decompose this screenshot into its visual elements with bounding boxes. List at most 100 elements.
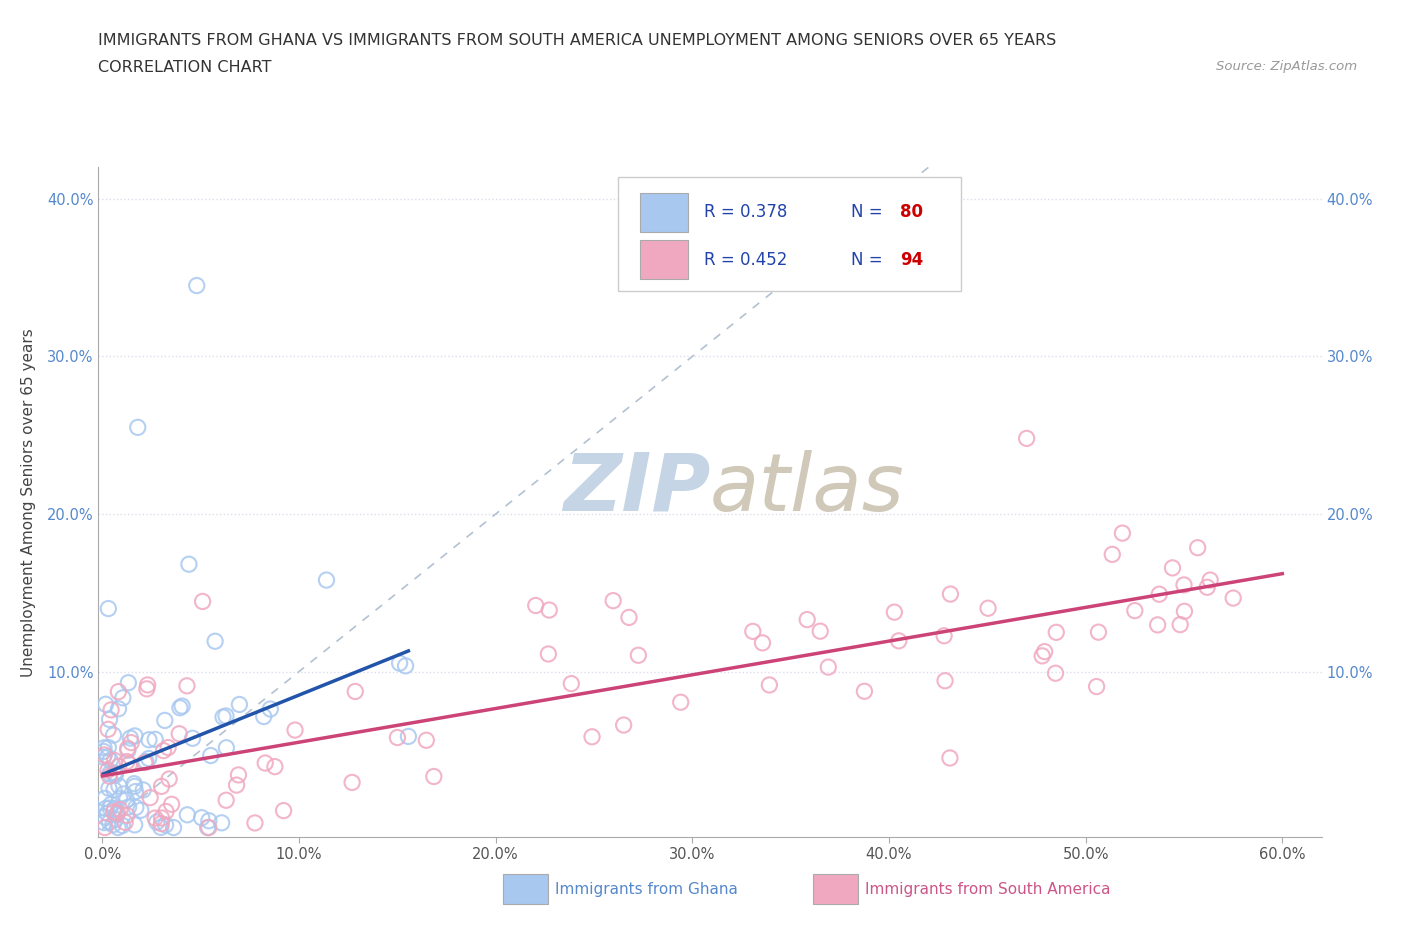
Point [1111, 525, 1133, 540]
Text: Source: ZipAtlas.com: Source: ZipAtlas.com [1216, 60, 1357, 73]
Y-axis label: Unemployment Among Seniors over 65 years: Unemployment Among Seniors over 65 years [21, 328, 35, 677]
Text: Immigrants from South America: Immigrants from South America [865, 882, 1111, 897]
Point [107, 805, 129, 820]
Point [176, 678, 198, 693]
Point [93, 816, 115, 830]
Point [122, 777, 145, 791]
Point [415, 733, 437, 748]
Point [98, 815, 121, 830]
Point [100, 702, 122, 717]
Point [93, 809, 115, 824]
Text: CORRELATION CHART: CORRELATION CHART [98, 60, 271, 75]
Point [387, 730, 409, 745]
Point [138, 732, 160, 747]
FancyBboxPatch shape [619, 178, 960, 291]
Point [135, 682, 157, 697]
Point [254, 755, 277, 770]
Point [152, 743, 174, 758]
Point [1045, 666, 1067, 681]
Point [225, 777, 247, 792]
Point [136, 677, 159, 692]
Point [98, 781, 121, 796]
Point [127, 420, 149, 435]
Point [215, 709, 238, 724]
Point [117, 741, 139, 756]
Point [817, 659, 839, 674]
Point [388, 656, 411, 671]
Point [200, 748, 222, 763]
Point [103, 765, 125, 780]
Point [170, 698, 193, 713]
Point [524, 598, 547, 613]
Point [118, 757, 141, 772]
Point [1101, 547, 1123, 562]
Point [107, 701, 129, 716]
Point [115, 754, 138, 769]
Point [124, 728, 146, 743]
Point [394, 658, 416, 673]
Point [103, 728, 125, 743]
Point [93, 748, 115, 763]
Point [1085, 679, 1108, 694]
Point [101, 817, 124, 832]
Point [186, 278, 208, 293]
Point [167, 726, 190, 741]
Point [1146, 618, 1168, 632]
Point [344, 684, 367, 699]
Point [117, 675, 139, 690]
Point [1149, 587, 1171, 602]
Point [613, 718, 636, 733]
Point [751, 635, 773, 650]
Text: ZIP: ZIP [562, 450, 710, 528]
Point [177, 557, 200, 572]
Point [1161, 561, 1184, 576]
Point [253, 709, 276, 724]
Point [198, 814, 221, 829]
Point [1015, 431, 1038, 445]
Point [138, 751, 160, 766]
Point [107, 684, 129, 699]
Point [115, 808, 138, 823]
Text: atlas: atlas [710, 450, 905, 528]
Point [284, 723, 307, 737]
Point [112, 787, 135, 802]
Point [103, 801, 125, 816]
Point [93, 740, 115, 755]
Point [135, 754, 157, 769]
Point [129, 803, 152, 817]
Text: Immigrants from Ghana: Immigrants from Ghana [555, 882, 738, 897]
Point [124, 784, 146, 799]
Point [100, 797, 122, 812]
Point [1087, 625, 1109, 640]
Point [176, 807, 198, 822]
Point [340, 775, 363, 790]
Point [143, 811, 166, 826]
Point [215, 792, 238, 807]
Point [1045, 625, 1067, 640]
Point [97, 722, 120, 737]
Point [273, 804, 295, 818]
Point [150, 817, 173, 831]
Point [153, 713, 176, 728]
Point [396, 729, 419, 744]
Text: IMMIGRANTS FROM GHANA VS IMMIGRANTS FROM SOUTH AMERICA UNEMPLOYMENT AMONG SENIOR: IMMIGRANTS FROM GHANA VS IMMIGRANTS FROM… [98, 33, 1057, 47]
Point [1187, 540, 1209, 555]
Point [94, 697, 117, 711]
Point [111, 818, 134, 833]
Point [162, 820, 184, 835]
Point [538, 603, 561, 618]
Point [934, 673, 956, 688]
Point [212, 710, 235, 724]
Point [104, 766, 127, 781]
Point [169, 700, 191, 715]
Point [617, 610, 640, 625]
Point [134, 755, 156, 770]
Point [537, 646, 560, 661]
FancyBboxPatch shape [640, 240, 688, 279]
Point [146, 815, 169, 830]
Point [1199, 573, 1222, 588]
Point [581, 729, 603, 744]
Point [120, 731, 142, 746]
Point [143, 732, 166, 747]
Point [1197, 579, 1219, 594]
